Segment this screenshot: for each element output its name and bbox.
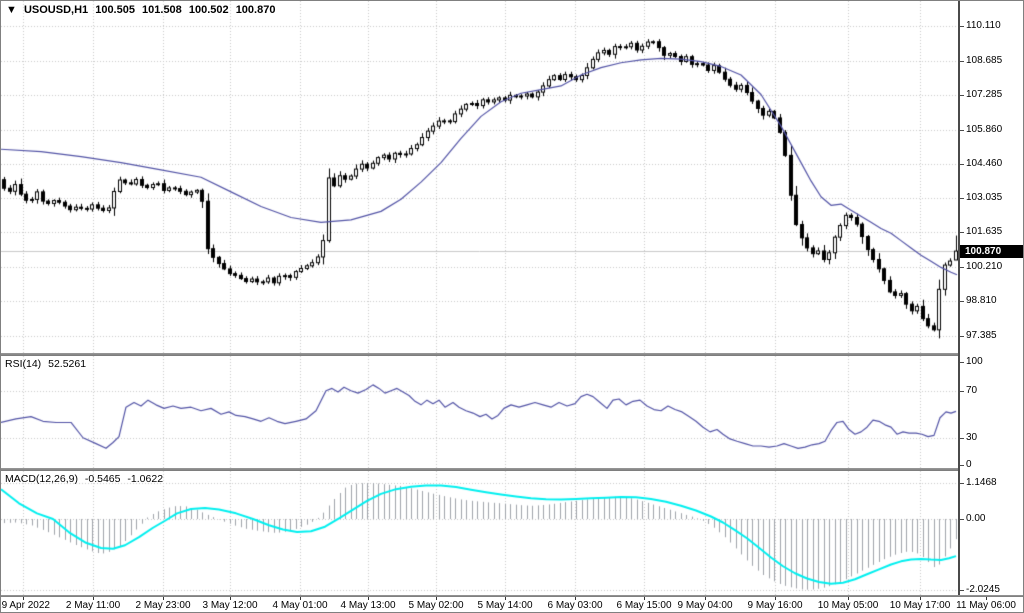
time-axis-tick xyxy=(23,597,24,600)
time-axis-tick xyxy=(163,597,164,600)
scale-tick xyxy=(960,362,964,363)
scale-tick xyxy=(960,590,964,591)
time-axis-label: 5 May 02:00 xyxy=(408,600,464,611)
panel-separator[interactable] xyxy=(1,468,958,471)
macd-scale-label: 1.1468 xyxy=(966,477,997,488)
time-axis-label: 2 May 11:00 xyxy=(65,600,121,611)
scale-tick xyxy=(960,130,964,131)
symbol-dropdown-icon[interactable]: ▼ xyxy=(6,4,17,16)
scale-tick xyxy=(960,95,964,96)
price-scale-label: 108.685 xyxy=(966,55,1003,66)
time-axis-label: 29 Apr 2022 xyxy=(0,600,50,611)
price-scale-label: 105.860 xyxy=(966,124,1003,135)
rsi-scale-label: 70 xyxy=(966,385,978,396)
ohlc-open: 100.505 xyxy=(95,4,135,16)
scale-tick xyxy=(960,232,964,233)
price-scale-label: 107.285 xyxy=(966,89,1003,100)
time-axis-tick xyxy=(575,597,576,600)
current-price-box: 100.870 xyxy=(960,245,1023,258)
time-axis-tick xyxy=(300,597,301,600)
price-scale-label: 104.460 xyxy=(966,158,1003,169)
time-axis-tick xyxy=(230,597,231,600)
time-axis-tick xyxy=(775,597,776,600)
scale-tick xyxy=(960,465,964,466)
scale-tick xyxy=(960,61,964,62)
macd-value-signal: -1.0622 xyxy=(127,473,164,485)
time-axis-tick xyxy=(368,597,369,600)
rsi-scale-label: 0 xyxy=(966,459,972,470)
scale-tick xyxy=(960,483,964,484)
price-scale-label: 98.810 xyxy=(966,295,997,306)
time-axis-label: 3 May 12:00 xyxy=(202,600,258,611)
macd-name: MACD(12,26,9) xyxy=(5,473,78,485)
scale-tick xyxy=(960,519,964,520)
time-axis-label: 4 May 13:00 xyxy=(340,600,396,611)
macd-value-main: -0.5465 xyxy=(84,473,121,485)
time-axis-tick xyxy=(505,597,506,600)
ohlc-close: 100.870 xyxy=(235,4,276,16)
time-axis-tick xyxy=(93,597,94,600)
time-axis-label: 11 May 06:00 xyxy=(956,600,1016,611)
time-axis-label: 2 May 23:00 xyxy=(135,600,191,611)
time-axis-tick xyxy=(920,597,921,600)
rsi-scale-label: 100 xyxy=(966,356,983,367)
macd-panel-canvas[interactable] xyxy=(1,471,958,595)
scale-tick xyxy=(960,267,964,268)
price-scale-label: 110.110 xyxy=(966,20,1001,31)
time-axis-label: 5 May 14:00 xyxy=(477,600,533,611)
time-axis-tick xyxy=(848,597,849,600)
scale-tick xyxy=(960,198,964,199)
time-axis-label: 6 May 15:00 xyxy=(616,600,672,611)
time-axis-label: 4 May 01:00 xyxy=(272,600,328,611)
time-axis-label: 10 May 17:00 xyxy=(889,600,951,611)
rsi-scale-label: 30 xyxy=(966,432,978,443)
price-scale[interactable]: 100.870 110.110 108.685 107.285 105.860 104.… xyxy=(958,1,1023,595)
rsi-value: 52.5261 xyxy=(48,358,87,370)
panel-separator[interactable] xyxy=(1,353,958,356)
ohlc-high: 101.508 xyxy=(142,4,182,16)
rsi-name: RSI(14) xyxy=(5,358,42,370)
price-scale-label: 97.385 xyxy=(966,330,997,341)
price-scale-label: 101.635 xyxy=(966,226,1003,237)
time-axis-label: 9 May 16:00 xyxy=(747,600,803,611)
rsi-indicator-label: RSI(14) 52.5261 xyxy=(5,358,90,370)
price-scale-label: 103.035 xyxy=(966,192,1003,203)
rsi-panel-canvas[interactable] xyxy=(1,356,958,468)
time-axis-tick xyxy=(986,597,987,600)
scale-tick xyxy=(960,391,964,392)
scale-tick xyxy=(960,164,964,165)
time-axis[interactable]: 29 Apr 2022 2 May 11:00 2 May 23:00 3 May 1… xyxy=(0,597,1023,612)
scale-tick xyxy=(960,438,964,439)
macd-indicator-label: MACD(12,26,9) -0.5465 -1.0622 xyxy=(5,473,167,485)
main-price-chart-canvas[interactable] xyxy=(1,1,958,353)
macd-scale-label: 0.00 xyxy=(966,513,986,524)
price-scale-label: 100.210 xyxy=(966,261,1003,272)
time-axis-tick xyxy=(436,597,437,600)
scale-tick xyxy=(960,301,964,302)
current-price-text: 100.870 xyxy=(965,246,1002,257)
scale-tick xyxy=(960,336,964,337)
ohlc-low: 100.502 xyxy=(188,4,229,16)
symbol-period-label: USOUSD,H1 xyxy=(23,4,89,16)
macd-scale-label: -2.0245 xyxy=(966,584,1000,595)
time-axis-tick xyxy=(644,597,645,600)
chart-header: ▼ USOUSD,H1 100.505 101.508 100.502 100.… xyxy=(6,4,279,16)
time-axis-label: 10 May 05:00 xyxy=(817,600,879,611)
time-axis-label: 6 May 03:00 xyxy=(547,600,603,611)
time-axis-label: 9 May 04:00 xyxy=(677,600,733,611)
scale-tick xyxy=(960,26,964,27)
time-axis-tick xyxy=(705,597,706,600)
panel-separator xyxy=(1,595,1023,597)
